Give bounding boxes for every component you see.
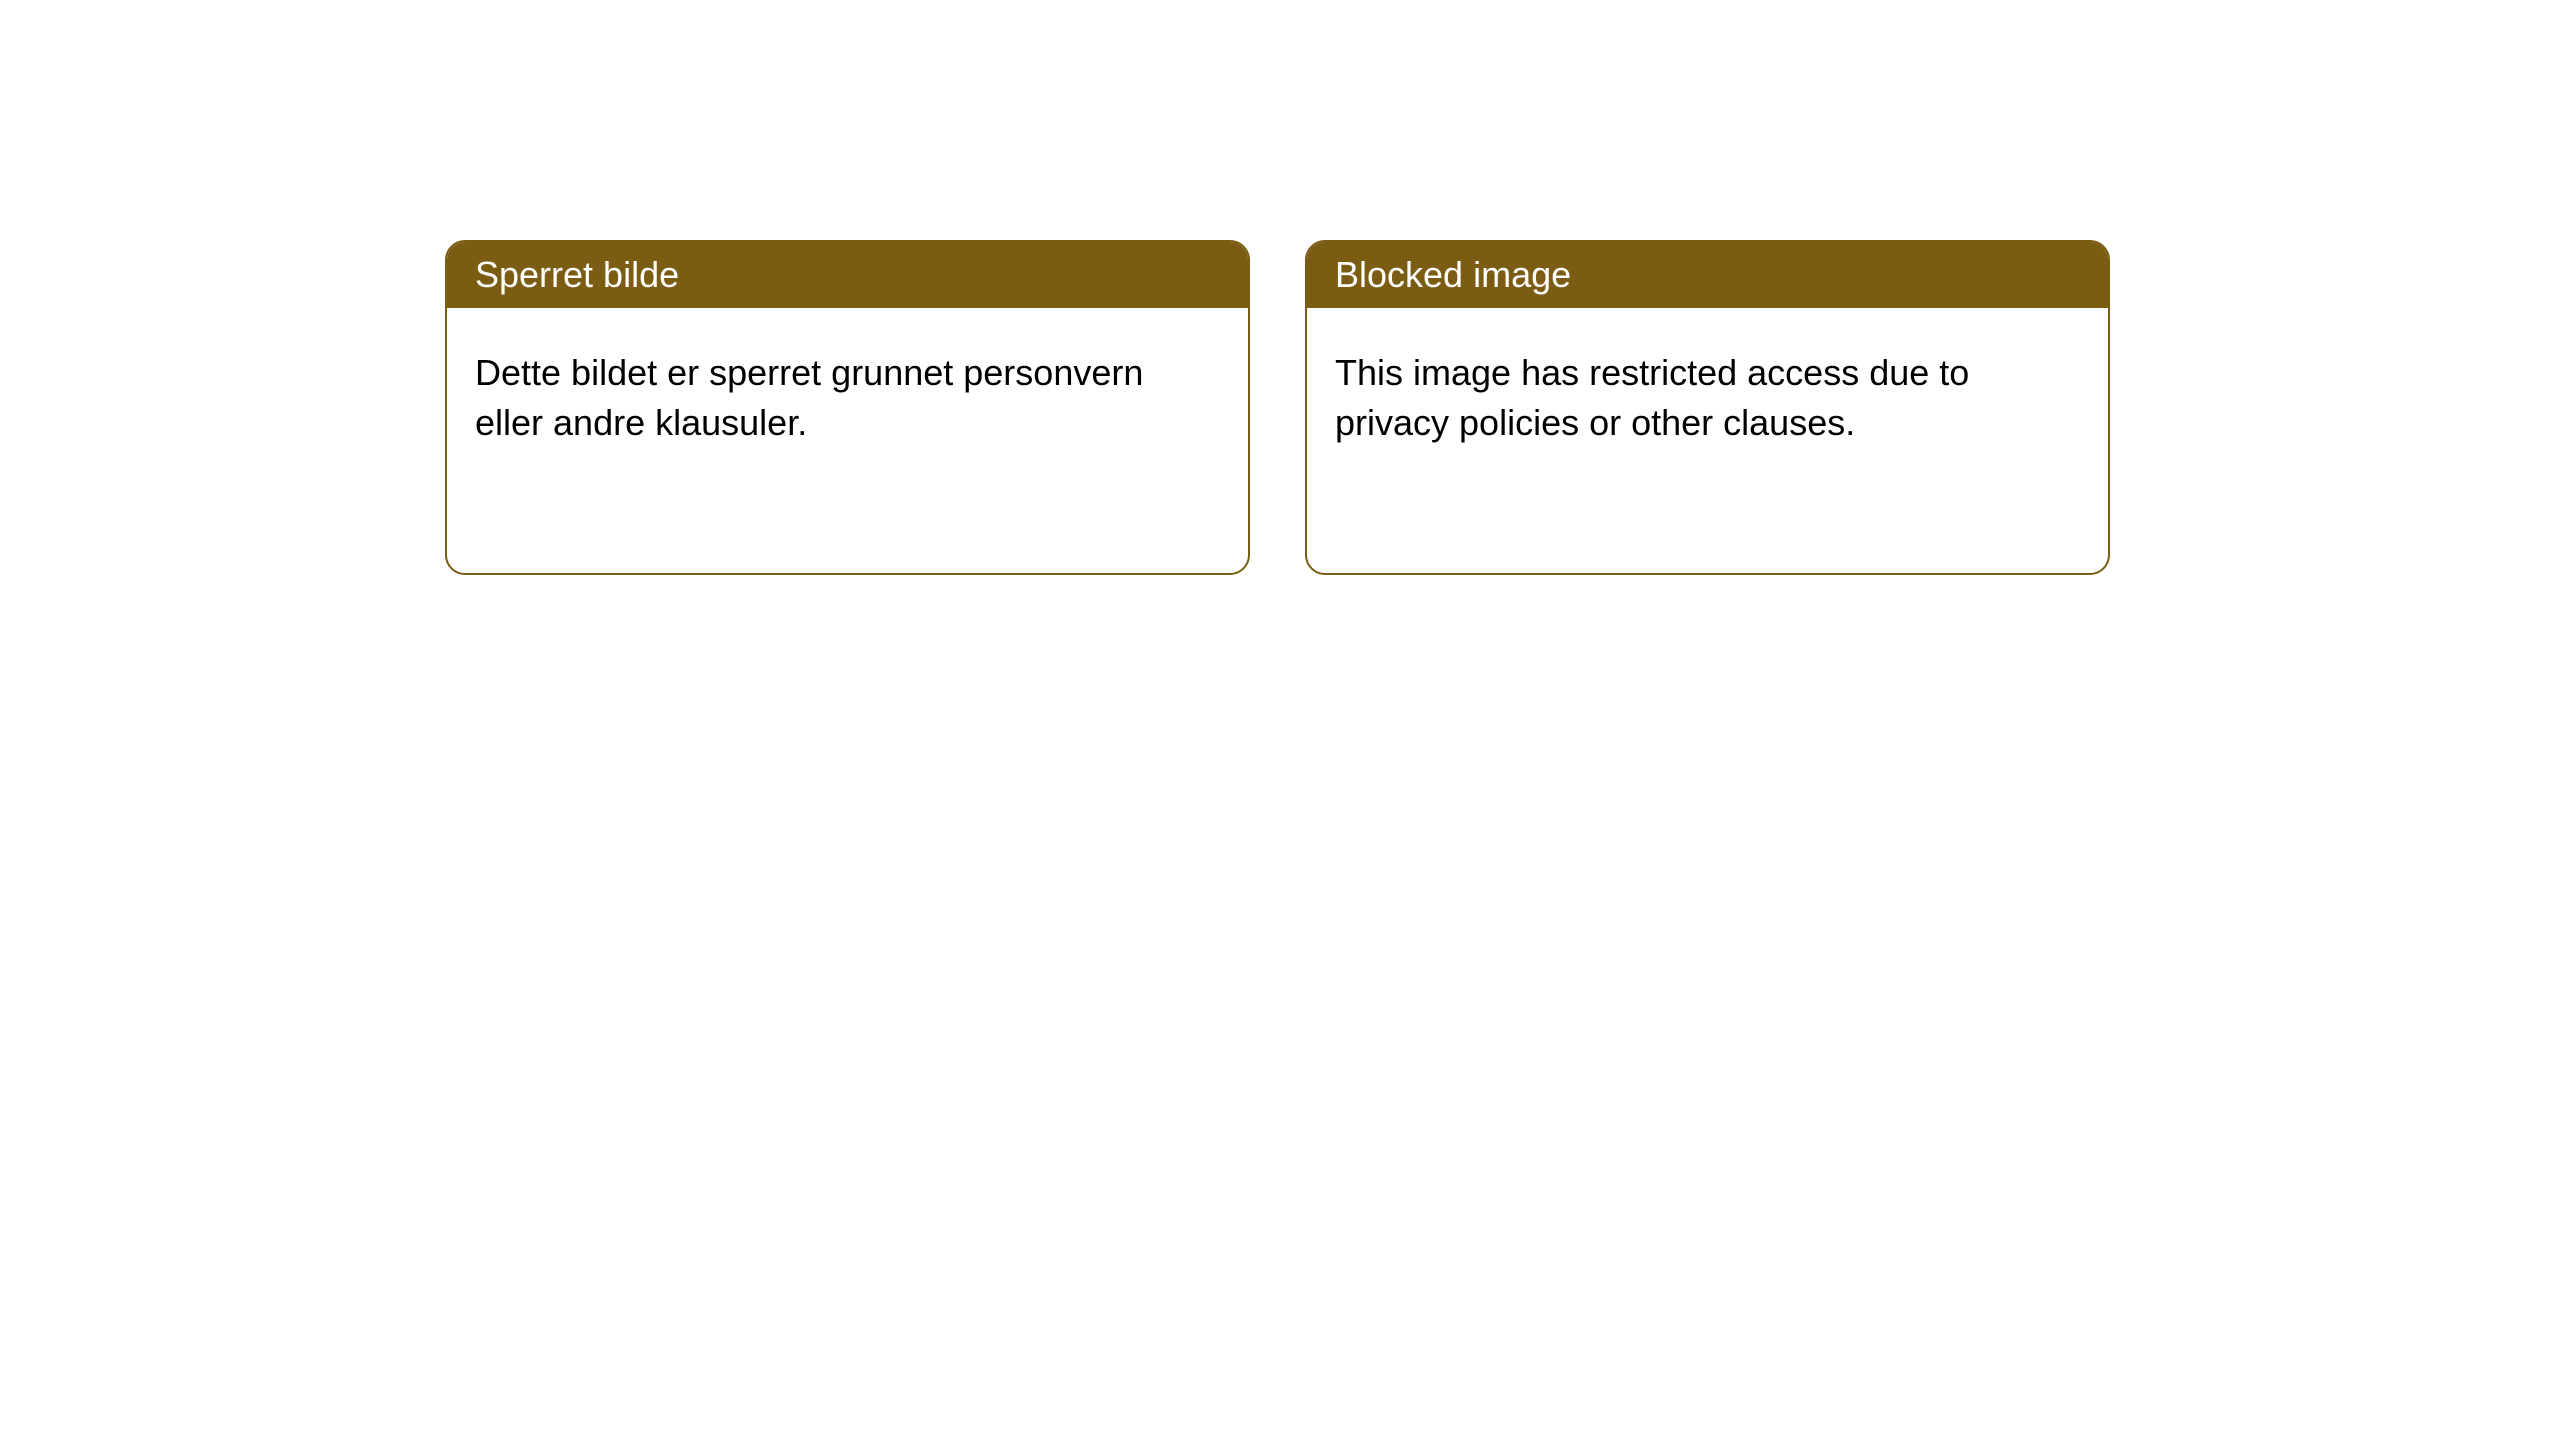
card-title-no: Sperret bilde (475, 254, 679, 295)
card-body-en: This image has restricted access due to … (1307, 308, 2108, 489)
card-header-en: Blocked image (1307, 242, 2108, 308)
blocked-image-card-no: Sperret bilde Dette bildet er sperret gr… (445, 240, 1250, 575)
card-header-no: Sperret bilde (447, 242, 1248, 308)
card-body-text-en: This image has restricted access due to … (1335, 352, 1969, 443)
card-title-en: Blocked image (1335, 254, 1571, 295)
cards-container: Sperret bilde Dette bildet er sperret gr… (0, 0, 2560, 575)
card-body-no: Dette bildet er sperret grunnet personve… (447, 308, 1248, 489)
card-body-text-no: Dette bildet er sperret grunnet personve… (475, 352, 1143, 443)
blocked-image-card-en: Blocked image This image has restricted … (1305, 240, 2110, 575)
